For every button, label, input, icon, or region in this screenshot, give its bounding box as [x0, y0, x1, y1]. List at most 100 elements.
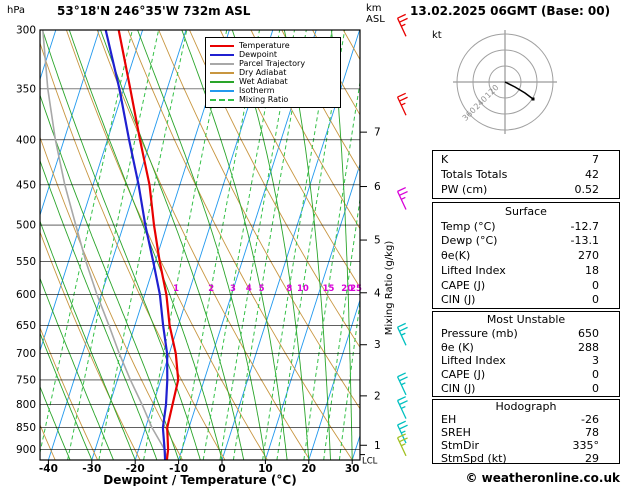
km-axis: 1 2 3 4 5 6 7 LCL	[360, 127, 381, 467]
stat-label: θe(K)	[441, 249, 471, 262]
svg-text:6: 6	[374, 181, 381, 193]
svg-text:5: 5	[374, 235, 381, 247]
legend-line-sample	[210, 89, 234, 92]
legend-item-label: Dewpoint	[239, 50, 278, 59]
hodograph-unit-label: kt	[432, 30, 442, 41]
stat-label: θe (K)	[441, 340, 474, 354]
hodograph-trace	[504, 81, 534, 100]
legend-line-sample	[210, 53, 234, 56]
altitude-unit-label: km ASL	[366, 3, 385, 25]
legend-item: Mixing Ratio	[210, 95, 336, 104]
mixing-ratio-axis-label: Mixing Ratio (g/kg)	[384, 240, 395, 336]
svg-text:4: 4	[246, 284, 252, 294]
legend-item-label: Temperature	[239, 41, 290, 50]
wet-adiabat-lines	[40, 30, 353, 460]
lcl-label: LCL	[362, 457, 378, 467]
stat-label: Totals Totals	[441, 168, 508, 181]
stat-value: -26	[581, 413, 599, 426]
parcel-trajectory-curve	[42, 30, 168, 460]
stat-label: Pressure (mb)	[441, 326, 518, 340]
svg-text:30: 30	[345, 463, 360, 475]
svg-text:300: 300	[16, 25, 36, 37]
stats-box-title: Hodograph	[495, 400, 557, 413]
svg-text:900: 900	[16, 444, 36, 456]
legend-item: Temperature	[210, 41, 336, 50]
stat-row: EH -26	[433, 413, 619, 426]
svg-text:450: 450	[16, 179, 36, 191]
stats-box-most-unstable: Most Unstable Pressure (mb) 650 θe (K) 288 Li…	[432, 311, 620, 397]
svg-text:-20: -20	[126, 463, 145, 475]
stat-label: SREH	[441, 426, 471, 439]
stat-value: 7	[592, 153, 599, 166]
stat-label: CIN (J)	[441, 382, 476, 396]
svg-text:8: 8	[286, 284, 292, 294]
copyright-credit: © weatheronline.co.uk	[465, 471, 620, 485]
legend-line-sample	[210, 71, 234, 74]
legend-item-label: Isotherm	[239, 86, 275, 95]
stat-value: 0	[592, 293, 599, 307]
wind-barb	[396, 92, 408, 116]
temperature-curve	[117, 30, 180, 460]
svg-text:4: 4	[374, 287, 381, 299]
stat-row: CIN (J) 0	[433, 382, 619, 395]
svg-text:25: 25	[350, 284, 362, 294]
legend-line-sample	[210, 44, 234, 47]
stat-row: StmDir 335°	[433, 439, 619, 452]
wind-barbs	[396, 13, 408, 457]
svg-text:-40: -40	[39, 463, 58, 475]
wind-barb	[396, 372, 408, 396]
x-axis-label: Dewpoint / Temperature (°C)	[103, 473, 297, 486]
wind-barb	[396, 420, 408, 444]
plot-border	[39, 29, 361, 461]
stat-value: 288	[578, 340, 599, 354]
stat-value: 18	[585, 263, 599, 277]
mixing-ratio-lines	[40, 30, 360, 460]
legend-item-label: Mixing Ratio	[239, 95, 289, 104]
legend-line-sample	[210, 62, 234, 65]
stat-value: 335°	[572, 439, 600, 452]
svg-text:7: 7	[374, 127, 381, 139]
legend-line-sample	[210, 98, 234, 101]
stat-row: Temp (°C) -12.7	[433, 220, 619, 233]
stats-box-title: Most Unstable	[486, 312, 566, 326]
svg-text:750: 750	[16, 374, 36, 386]
temp-axis-ticks	[47, 460, 353, 464]
stat-value: 0	[592, 278, 599, 292]
svg-text:5: 5	[259, 284, 265, 294]
legend-item: Dewpoint	[210, 50, 336, 59]
stat-row: PW (cm) 0.52	[433, 183, 619, 196]
hodograph-trace-end-dot	[531, 97, 535, 101]
mixing-ratio-value-labels: 1 2 3 4 5 8 10 15 2025	[173, 284, 362, 294]
legend-item: Isotherm	[210, 86, 336, 95]
stat-label: CAPE (J)	[441, 368, 486, 382]
legend-item: Wet Adiabat	[210, 77, 336, 86]
legend-line-sample	[210, 80, 234, 83]
svg-text:800: 800	[16, 399, 36, 411]
dewpoint-curve	[104, 30, 169, 460]
stat-label: EH	[441, 413, 457, 426]
stat-row: Lifted Index 3	[433, 354, 619, 367]
svg-text:400: 400	[16, 134, 36, 146]
svg-text:20: 20	[341, 284, 353, 294]
stat-row: CAPE (J) 0	[433, 279, 619, 292]
stat-value: -12.7	[570, 219, 599, 233]
stat-row: SREH 78	[433, 426, 619, 439]
legend-item-label: Parcel Trajectory	[239, 59, 306, 68]
km-unit: km	[366, 3, 382, 14]
stat-label: StmDir	[441, 439, 480, 452]
stat-value: 3	[592, 354, 599, 368]
sounding-curves	[42, 30, 180, 460]
stat-value: 270	[578, 249, 599, 262]
stat-label: PW (cm)	[441, 183, 488, 196]
hodograph-rings-and-cross	[453, 30, 557, 134]
svg-text:550: 550	[16, 256, 36, 268]
svg-text:350: 350	[16, 83, 36, 95]
chart-legend: Temperature Dewpoint Parcel Trajectory Dry …	[205, 37, 341, 108]
wind-barb	[396, 322, 408, 346]
stat-row: θe(K) 270	[433, 249, 619, 262]
wind-barb	[396, 186, 408, 210]
